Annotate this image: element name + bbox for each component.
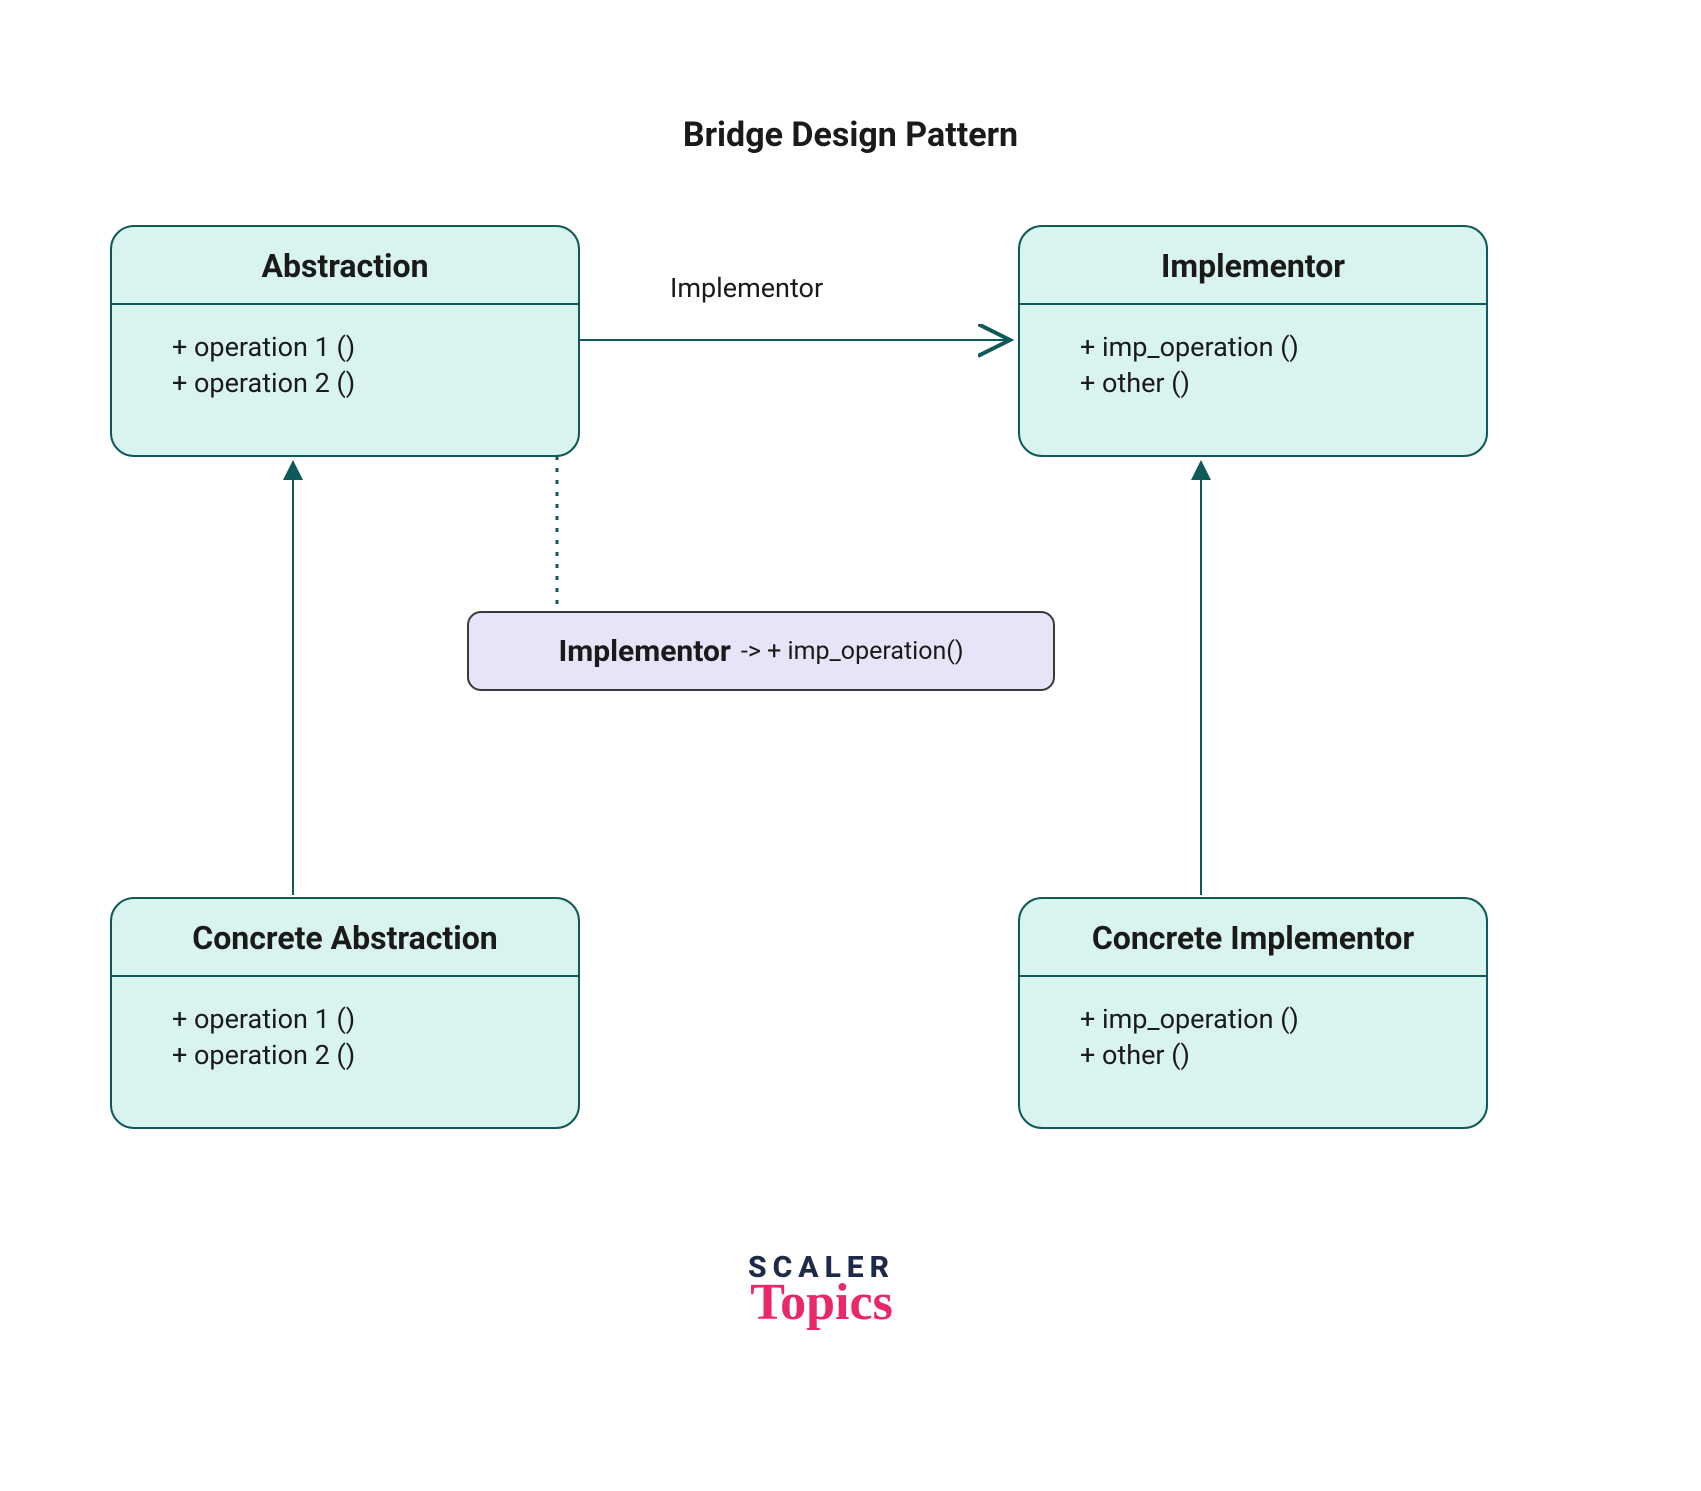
note-rest-text: -> + imp_operation() bbox=[741, 637, 964, 666]
box-implementor-title: Implementor bbox=[1020, 227, 1486, 305]
note-strong-text: Implementor bbox=[558, 634, 730, 669]
brand-logo: SCALER Topics bbox=[748, 1255, 895, 1325]
box-concrete-abstraction-title: Concrete Abstraction bbox=[112, 899, 578, 977]
brand-logo-bottom: Topics bbox=[748, 1281, 895, 1325]
box-concrete-abstraction-body: + operation 1 () + operation 2 () bbox=[112, 977, 578, 1074]
method-line: + imp_operation () bbox=[1080, 329, 1486, 365]
box-abstraction: Abstraction + operation 1 () + operation… bbox=[110, 225, 580, 457]
method-line: + other () bbox=[1080, 1037, 1486, 1073]
box-implementor-body: + imp_operation () + other () bbox=[1020, 305, 1486, 402]
edge-bridge-label: Implementor bbox=[670, 272, 823, 304]
method-line: + operation 1 () bbox=[172, 1001, 578, 1037]
box-concrete-abstraction: Concrete Abstraction + operation 1 () + … bbox=[110, 897, 580, 1129]
box-implementor: Implementor + imp_operation () + other (… bbox=[1018, 225, 1488, 457]
diagram-title: Bridge Design Pattern bbox=[0, 115, 1701, 155]
method-line: + imp_operation () bbox=[1080, 1001, 1486, 1037]
box-concrete-implementor-title: Concrete Implementor bbox=[1020, 899, 1486, 977]
method-line: + operation 1 () bbox=[172, 329, 578, 365]
box-concrete-implementor-body: + imp_operation () + other () bbox=[1020, 977, 1486, 1074]
note-box: Implementor -> + imp_operation() bbox=[467, 611, 1055, 691]
edge-inherit-left-head bbox=[283, 460, 303, 480]
box-abstraction-body: + operation 1 () + operation 2 () bbox=[112, 305, 578, 402]
box-abstraction-title: Abstraction bbox=[112, 227, 578, 305]
box-concrete-implementor: Concrete Implementor + imp_operation () … bbox=[1018, 897, 1488, 1129]
method-line: + operation 2 () bbox=[172, 365, 578, 401]
edge-inherit-right-head bbox=[1191, 460, 1211, 480]
method-line: + other () bbox=[1080, 365, 1486, 401]
method-line: + operation 2 () bbox=[172, 1037, 578, 1073]
